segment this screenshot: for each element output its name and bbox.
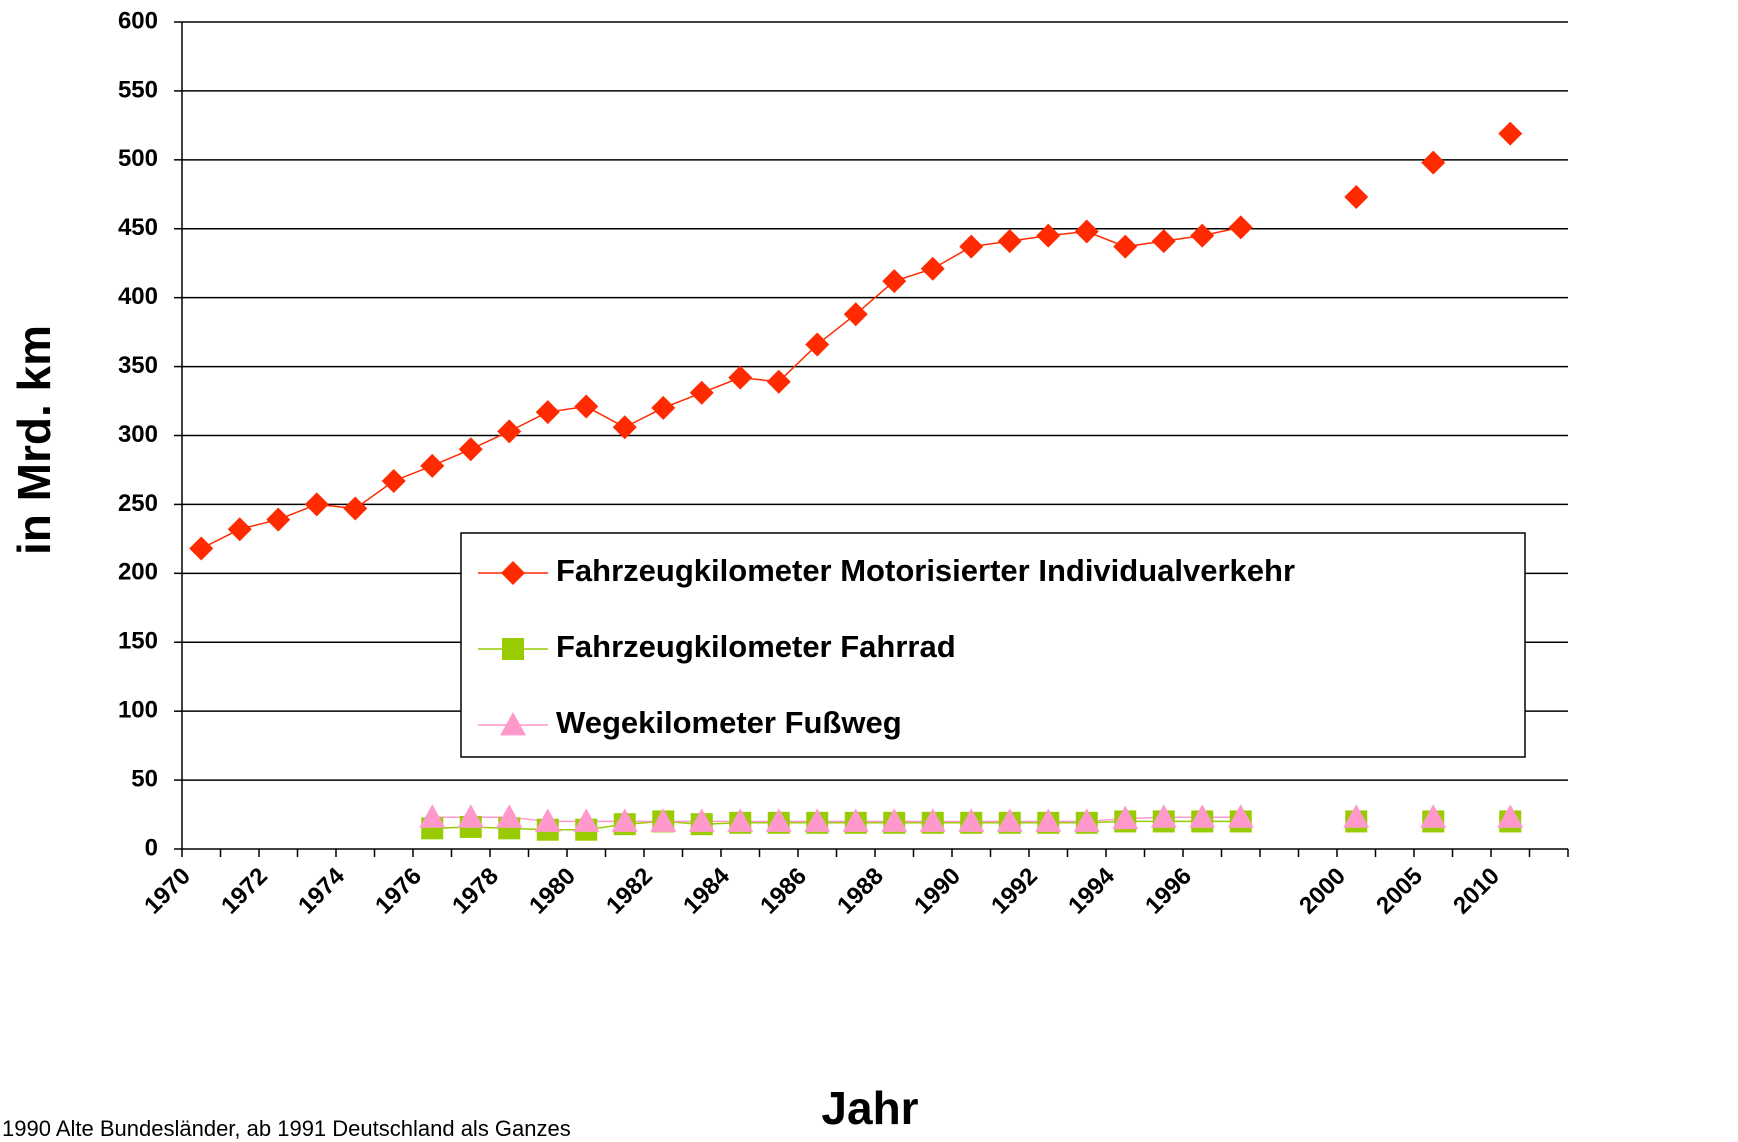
y-tick-label: 50 — [131, 765, 158, 792]
marker — [1073, 808, 1100, 832]
x-tick-label: 1974 — [293, 862, 350, 919]
x-tick-label: 2000 — [1294, 863, 1351, 920]
marker — [189, 536, 214, 561]
x-tick-label: 1992 — [986, 863, 1043, 920]
x-tick-label: 1976 — [370, 863, 427, 920]
marker — [650, 808, 677, 832]
marker — [1497, 804, 1524, 828]
marker — [688, 808, 715, 832]
marker — [304, 492, 329, 517]
marker — [1343, 804, 1370, 828]
y-tick-label: 200 — [118, 559, 158, 586]
marker — [1227, 804, 1254, 828]
marker — [882, 269, 907, 294]
y-tick-label: 150 — [118, 628, 158, 655]
marker — [611, 808, 638, 832]
marker — [1035, 808, 1062, 832]
marker — [996, 808, 1023, 832]
legend-label: Fahrzeugkilometer Motorisierter Individu… — [556, 553, 1295, 588]
x-tick-label: 1978 — [447, 863, 504, 920]
marker — [959, 234, 984, 259]
x-tick-label: 2010 — [1448, 863, 1505, 920]
x-tick-label: 1980 — [524, 863, 581, 920]
marker — [805, 332, 830, 357]
x-tick-label: 1996 — [1140, 863, 1197, 920]
marker — [766, 369, 791, 394]
y-tick-label: 250 — [118, 490, 158, 517]
marker — [765, 808, 792, 832]
marker — [689, 380, 714, 405]
x-tick-label: 1988 — [832, 863, 889, 920]
marker — [958, 808, 985, 832]
marker — [1190, 223, 1215, 248]
marker — [227, 517, 252, 542]
legend-label: Fahrzeugkilometer Fahrrad — [556, 629, 956, 664]
marker — [343, 496, 368, 521]
marker — [381, 468, 406, 493]
marker — [1113, 234, 1138, 259]
legend-box — [460, 532, 1526, 758]
marker — [534, 808, 561, 832]
y-tick-label: 300 — [118, 421, 158, 448]
x-axis-title: Jahr — [821, 1082, 918, 1134]
marker — [266, 507, 291, 532]
marker — [420, 453, 445, 478]
y-tick-label: 350 — [118, 352, 158, 379]
marker — [1189, 804, 1216, 828]
y-tick-label: 450 — [118, 214, 158, 241]
y-axis-title: in Mrd. km — [8, 325, 60, 555]
marker — [1420, 804, 1447, 828]
y-tick-label: 600 — [118, 7, 158, 34]
marker — [501, 561, 525, 585]
marker — [919, 808, 946, 832]
y-tick-label: 100 — [118, 697, 158, 724]
marker — [1498, 121, 1523, 146]
marker — [651, 395, 676, 420]
marker — [842, 808, 869, 832]
x-tick-label: 1990 — [909, 863, 966, 920]
x-tick-label: 2005 — [1371, 863, 1428, 920]
marker — [1344, 185, 1369, 210]
marker — [457, 804, 484, 828]
marker — [573, 808, 600, 832]
x-tick-label: 1984 — [678, 862, 735, 919]
marker — [497, 419, 522, 444]
footnote: 1990 Alte Bundesländer, ab 1991 Deutschl… — [2, 1116, 571, 1141]
marker — [502, 638, 524, 660]
y-tick-label: 500 — [118, 145, 158, 172]
marker — [496, 804, 523, 828]
marker — [574, 394, 599, 419]
marker — [843, 302, 868, 327]
legend-label: Wegekilometer Fußweg — [556, 705, 902, 740]
marker — [997, 229, 1022, 254]
marker — [1074, 219, 1099, 244]
legend: Fahrzeugkilometer Motorisierter Individu… — [460, 532, 1526, 758]
x-tick-label: 1970 — [139, 863, 196, 920]
marker — [500, 712, 526, 736]
marker — [728, 365, 753, 390]
marker — [535, 400, 560, 425]
marker — [1421, 150, 1446, 175]
y-tick-label: 400 — [118, 283, 158, 310]
x-tick-label: 1972 — [216, 863, 273, 920]
x-tick-label: 1982 — [601, 863, 658, 920]
marker — [881, 808, 908, 832]
y-tick-label: 550 — [118, 76, 158, 103]
marker — [920, 256, 945, 281]
x-tick-label: 1986 — [755, 863, 812, 920]
marker — [1036, 223, 1061, 248]
marker — [804, 808, 831, 832]
marker — [727, 808, 754, 832]
marker — [458, 437, 483, 462]
marker — [612, 415, 637, 440]
marker — [1150, 804, 1177, 828]
marker — [1112, 805, 1139, 830]
marker — [1151, 229, 1176, 254]
marker — [1228, 215, 1253, 240]
y-tick-label: 0 — [145, 834, 158, 861]
marker — [419, 804, 446, 828]
x-tick-label: 1994 — [1063, 862, 1120, 919]
